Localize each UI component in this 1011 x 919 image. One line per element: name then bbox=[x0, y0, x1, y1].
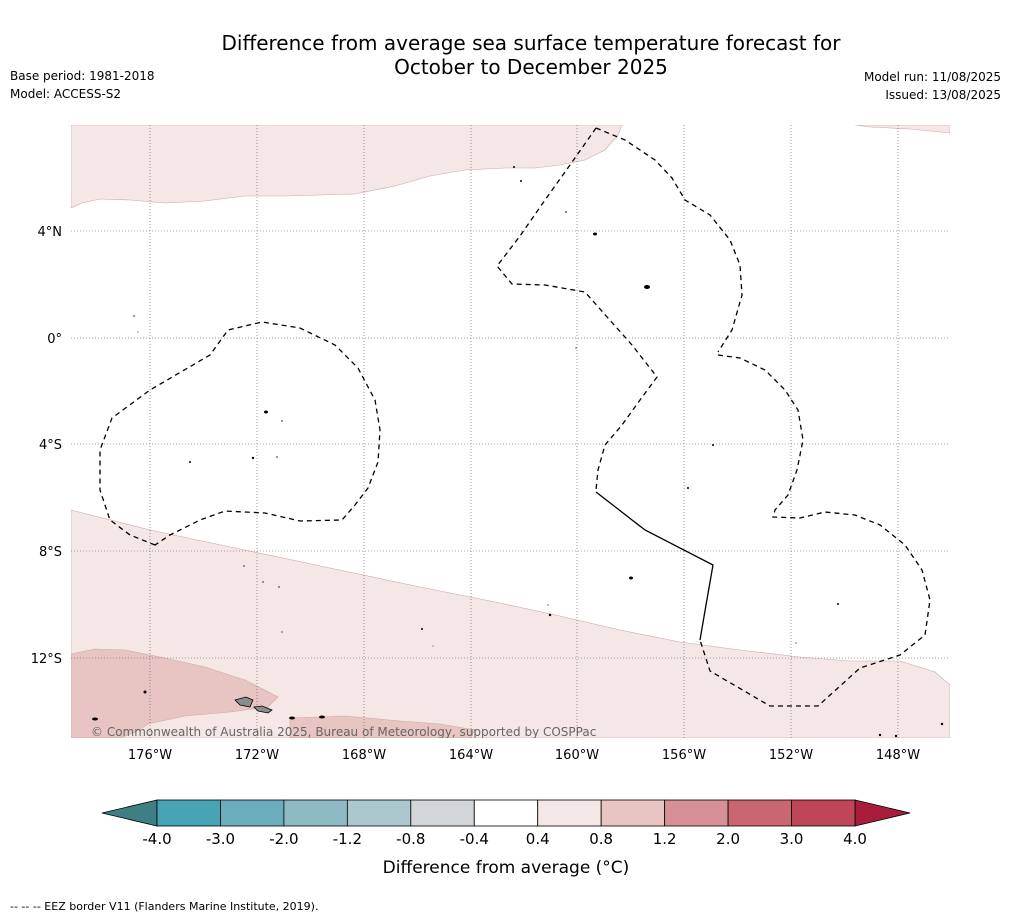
colorbar-tick-label: 0.4 bbox=[526, 830, 550, 848]
lat-label: 0° bbox=[47, 332, 62, 347]
colorbar: -4.0 -3.0 -2.0 -1.2 -0.8 -0.4 0.4 0.8 1.2 2.0 3.0 4… bbox=[101, 799, 911, 878]
colorbar-segment bbox=[220, 799, 285, 827]
colorbar-tick-label: 1.2 bbox=[653, 830, 677, 848]
title-line-1: Difference from average sea surface temp… bbox=[221, 31, 841, 55]
model-label: Model: ACCESS-S2 bbox=[10, 87, 122, 101]
colorbar-segment bbox=[156, 799, 221, 827]
south-warm-band bbox=[71, 509, 950, 738]
colorbar-tick-label: 0.8 bbox=[589, 830, 613, 848]
base-period-label: Base period: 1981-2018 bbox=[10, 69, 155, 83]
colorbar-under-triangle bbox=[101, 799, 158, 827]
colorbar-label: Difference from average (°C) bbox=[383, 858, 630, 878]
lat-label: 8°S bbox=[39, 545, 62, 560]
colorbar-segment bbox=[727, 799, 792, 827]
lon-label: 176°W bbox=[128, 748, 172, 763]
eez-border-tokelau bbox=[99, 321, 381, 546]
colorbar-tick-label: 3.0 bbox=[780, 830, 804, 848]
colorbar-tick-label: -4.0 bbox=[142, 830, 171, 848]
colorbar-segment bbox=[664, 799, 729, 827]
lon-label: 152°W bbox=[769, 748, 813, 763]
lon-label: 164°W bbox=[449, 748, 493, 763]
samoa-island-1 bbox=[234, 696, 254, 708]
lon-label: 156°W bbox=[662, 748, 706, 763]
colorbar-segment bbox=[537, 799, 602, 827]
lon-label: 148°W bbox=[876, 748, 920, 763]
northeast-warm-band bbox=[854, 125, 950, 134]
issued-label: Issued: 13/08/2025 bbox=[885, 88, 1001, 102]
samoa-island-2 bbox=[253, 705, 273, 714]
colorbar-tick-label: 2.0 bbox=[716, 830, 740, 848]
southwest-warm-patch bbox=[71, 648, 279, 738]
south-warm-patch-2 bbox=[289, 715, 476, 738]
colorbar-segment bbox=[791, 799, 856, 827]
map-area: © Commonwealth of Australia 2025, Bureau… bbox=[71, 125, 950, 739]
colorbar-segment bbox=[600, 799, 666, 827]
copyright-notice: © Commonwealth of Australia 2025, Bureau… bbox=[91, 725, 596, 739]
colorbar-segment bbox=[473, 799, 539, 827]
colorbar-tick-label: -0.4 bbox=[460, 830, 489, 848]
lon-label: 160°W bbox=[555, 748, 599, 763]
eez-border-line-islands-north bbox=[595, 127, 743, 353]
colorbar-segment bbox=[283, 799, 348, 827]
title-line-2: October to December 2025 bbox=[394, 55, 668, 79]
model-run-label: Model run: 11/08/2025 bbox=[863, 70, 1001, 84]
lon-label: 172°W bbox=[235, 748, 279, 763]
colorbar-tick-label: -1.2 bbox=[333, 830, 362, 848]
lat-label: 12°S bbox=[31, 652, 62, 667]
colorbar-segment bbox=[346, 799, 412, 827]
lat-label: 4°S bbox=[39, 438, 62, 453]
eez-border-line-islands-west bbox=[496, 127, 658, 491]
graticule bbox=[71, 125, 950, 738]
chart-title: Difference from average sea surface temp… bbox=[0, 31, 1011, 79]
colorbar-segment bbox=[410, 799, 475, 827]
colorbar-tick-label: -3.0 bbox=[206, 830, 235, 848]
lon-label: 168°W bbox=[342, 748, 386, 763]
colorbar-tick-label: 4.0 bbox=[843, 830, 867, 848]
north-warm-band bbox=[71, 125, 623, 209]
colorbar-tick-label: -2.0 bbox=[269, 830, 298, 848]
maritime-boundary-solid bbox=[595, 491, 714, 641]
colorbar-over-triangle bbox=[854, 799, 911, 827]
colorbar-tick-label: -0.8 bbox=[396, 830, 425, 848]
lat-label: 4°N bbox=[38, 225, 63, 240]
eez-legend-note: -- -- -- EEZ border V11 (Flanders Marine… bbox=[10, 900, 319, 913]
eez-borders bbox=[99, 127, 931, 707]
islands bbox=[92, 166, 944, 738]
